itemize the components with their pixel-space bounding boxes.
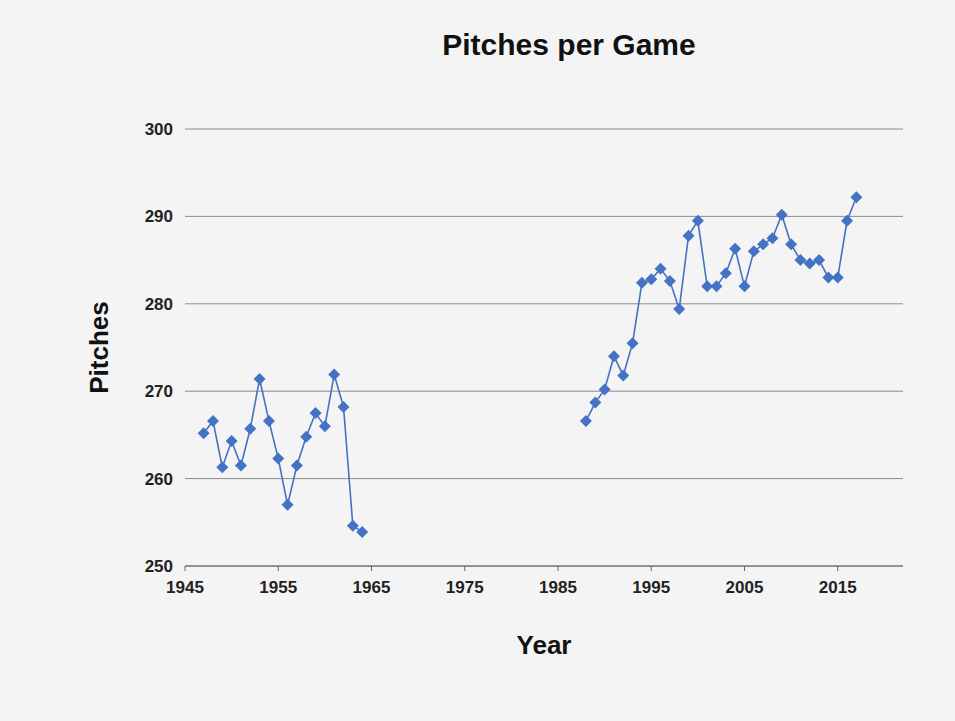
x-tick-label: 1995 [632, 578, 670, 597]
series-line [204, 197, 857, 532]
data-point [608, 350, 620, 362]
data-point [338, 401, 350, 413]
data-point [226, 435, 238, 447]
data-point [589, 397, 601, 409]
x-axis-title: Year [517, 630, 572, 660]
y-tick-label: 290 [145, 207, 173, 226]
data-point [599, 383, 611, 395]
data-point [198, 427, 210, 439]
data-point [580, 415, 592, 427]
data-point [282, 499, 294, 511]
x-tick [837, 566, 838, 571]
data-point [785, 238, 797, 250]
x-tick-label: 1955 [259, 578, 297, 597]
y-tick-label: 270 [145, 382, 173, 401]
data-point [254, 373, 266, 385]
grid-line [185, 216, 903, 217]
y-tick-label: 260 [145, 470, 173, 489]
x-tick [744, 566, 745, 571]
data-point [291, 459, 303, 471]
grid-line [185, 566, 903, 567]
data-point [216, 461, 228, 473]
data-point [813, 254, 825, 266]
data-point [766, 232, 778, 244]
x-tick-label: 1985 [539, 578, 577, 597]
data-point [748, 245, 760, 257]
grid-line [185, 391, 903, 392]
data-point [347, 520, 359, 532]
data-point [673, 303, 685, 315]
data-point [683, 230, 695, 242]
data-point [356, 526, 368, 538]
x-tick-label: 1945 [166, 578, 204, 597]
data-point [627, 337, 639, 349]
data-point [272, 452, 284, 464]
x-tick-label: 2015 [819, 578, 857, 597]
data-point [841, 215, 853, 227]
x-tick-label: 1965 [353, 578, 391, 597]
data-point [738, 280, 750, 292]
data-point [328, 369, 340, 381]
data-point [645, 273, 657, 285]
y-tick-label: 250 [145, 557, 173, 576]
data-point [300, 431, 312, 443]
x-tick-label: 1975 [446, 578, 484, 597]
data-point [310, 407, 322, 419]
x-tick [371, 566, 372, 571]
grid-line [185, 303, 903, 304]
y-tick-label: 300 [145, 120, 173, 139]
y-axis-title: Pitches [84, 301, 114, 394]
x-tick [557, 566, 558, 571]
x-tick [278, 566, 279, 571]
x-tick [651, 566, 652, 571]
grid-line [185, 478, 903, 479]
grid-line [185, 129, 903, 130]
data-point [729, 243, 741, 255]
data-point [832, 272, 844, 284]
x-tick-label: 2005 [726, 578, 764, 597]
plot-data [198, 191, 863, 538]
x-axis-line [185, 565, 903, 566]
data-point [720, 267, 732, 279]
data-point [244, 423, 256, 435]
x-tick [185, 566, 186, 571]
y-tick-label: 280 [145, 295, 173, 314]
data-point [757, 238, 769, 250]
background [0, 0, 955, 721]
x-tick [464, 566, 465, 571]
data-point [711, 280, 723, 292]
data-point [263, 415, 275, 427]
data-point [207, 415, 219, 427]
data-point [319, 420, 331, 432]
data-point [655, 263, 667, 275]
data-point [235, 459, 247, 471]
data-point [692, 215, 704, 227]
data-point [617, 369, 629, 381]
data-point [776, 209, 788, 221]
chart: 250 260 270 280 290 300 1945 1955 1965 1975 1985 19… [0, 0, 955, 721]
data-point [850, 191, 862, 203]
data-point [664, 275, 676, 287]
chart-title: Pitches per Game [442, 28, 695, 61]
